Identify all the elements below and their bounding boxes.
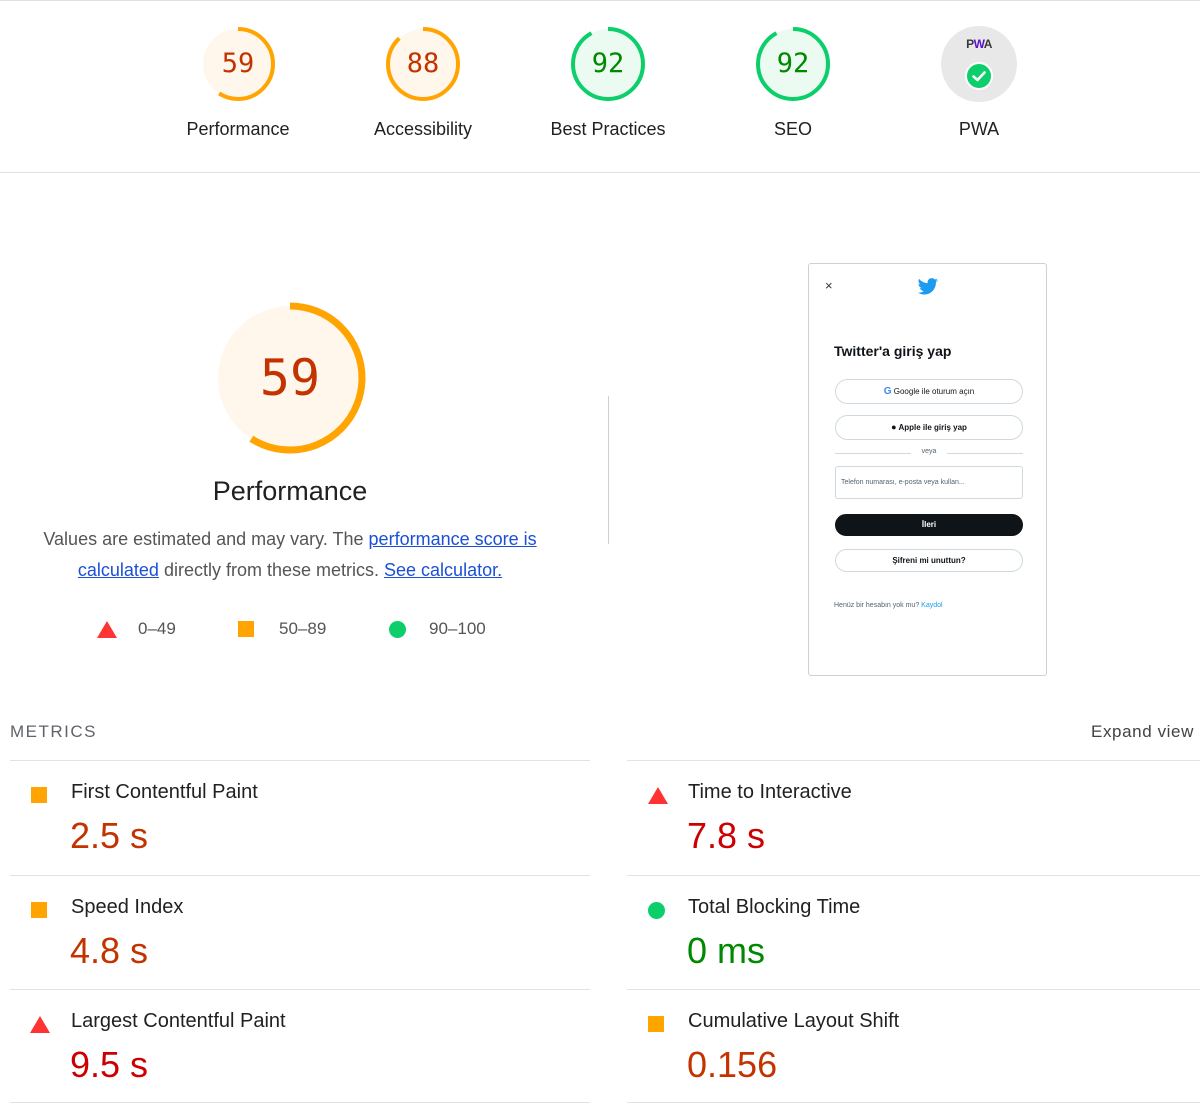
triangle-icon	[97, 621, 117, 638]
username-input: Telefon numarası, e-posta veya kullan...	[835, 466, 1023, 499]
square-icon	[31, 902, 47, 918]
divider	[627, 1102, 1200, 1103]
circle-icon	[648, 902, 665, 919]
score-value: 92	[776, 48, 810, 79]
check-icon	[965, 62, 993, 90]
metric-time-to-interactive: Time to Interactive 7.8 s	[627, 760, 1200, 875]
performance-gauge: 59	[214, 302, 366, 454]
performance-description: Values are estimated and may vary. The p…	[20, 524, 560, 586]
pwa-badge: PWA	[941, 26, 1017, 102]
metric-largest-contentful-paint: Largest Contentful Paint 9.5 s	[10, 989, 590, 1104]
metric-name: First Contentful Paint	[71, 781, 258, 803]
performance-title: Performance	[212, 476, 368, 506]
metric-value: 2.5 s	[70, 815, 149, 856]
or-separator: veya	[835, 448, 1023, 458]
performance-score-link[interactable]: performance score is calculated	[77, 529, 537, 580]
final-screenshot[interactable]: × Twitter'a giriş yap G Google ile oturu…	[808, 263, 1047, 676]
expand-view-toggle[interactable]: Expand view	[1091, 722, 1194, 741]
score-summary-bar: 59 Performance 88 Accessibility 92 Best …	[0, 0, 1200, 173]
forgot-password-button: Şifreni mi unuttun?	[835, 549, 1023, 572]
signup-prompt: Henüz bir hesabın yok mu? Kaydol	[834, 602, 943, 609]
metric-name: Speed Index	[71, 896, 184, 918]
square-icon	[648, 1016, 664, 1032]
metric-total-blocking-time: Total Blocking Time 0 ms	[627, 875, 1200, 990]
score-ring: 59	[199, 25, 277, 103]
legend-range: 0–49	[138, 619, 176, 638]
google-signin-button: G Google ile oturum açın	[835, 379, 1023, 404]
metric-name: Largest Contentful Paint	[71, 1010, 286, 1032]
score-value: 92	[591, 48, 625, 79]
divider	[10, 1102, 590, 1103]
triangle-icon	[30, 1016, 50, 1033]
score-ring: 92	[754, 25, 832, 103]
desc-text: Values are estimated and may vary. The	[43, 529, 369, 549]
gauge-label: Performance	[186, 119, 290, 139]
apple-signin-button: ● Apple ile giriş yap	[835, 415, 1023, 440]
circle-icon	[389, 621, 406, 638]
desc-text: directly from these metrics.	[158, 560, 385, 580]
gauge-label: PWA	[958, 119, 1000, 139]
metric-value: 0 ms	[687, 930, 766, 971]
metric-name: Cumulative Layout Shift	[688, 1010, 900, 1032]
apple-icon: ●	[891, 422, 897, 432]
legend-range: 90–100	[429, 619, 486, 638]
metric-name: Total Blocking Time	[688, 896, 861, 918]
score-ring: 88	[384, 25, 462, 103]
divider	[608, 396, 609, 544]
metric-value: 9.5 s	[70, 1044, 149, 1085]
metric-value: 0.156	[687, 1044, 778, 1085]
metric-name: Time to Interactive	[688, 781, 852, 803]
gauge-pwa[interactable]: PWA PWA	[909, 25, 1049, 140]
square-icon	[238, 621, 254, 637]
gauge-label: SEO	[773, 119, 812, 139]
gauge-label: Best Practices	[550, 119, 666, 139]
gauge-accessibility[interactable]: 88 Accessibility	[353, 25, 493, 140]
see-calculator-link[interactable]: See calculator.	[384, 560, 503, 580]
score-ring: 92	[569, 25, 647, 103]
gauge-best-practices[interactable]: 92 Best Practices	[538, 25, 678, 140]
metric-cumulative-layout-shift: Cumulative Layout Shift 0.156	[627, 989, 1200, 1104]
score-value: 59	[221, 48, 255, 79]
metric-value: 7.8 s	[687, 815, 766, 856]
metric-speed-index: Speed Index 4.8 s	[10, 875, 590, 990]
gauge-seo[interactable]: 92 SEO	[723, 25, 863, 140]
pwa-logo: PWA	[966, 37, 992, 51]
close-icon: ×	[825, 278, 833, 293]
login-title: Twitter'a giriş yap	[834, 343, 952, 359]
square-icon	[31, 787, 47, 803]
triangle-icon	[648, 787, 668, 804]
score-value: 88	[406, 48, 440, 79]
google-icon: G	[883, 386, 892, 397]
next-button: İleri	[835, 514, 1023, 536]
performance-score: 59	[259, 349, 321, 407]
metric-value: 4.8 s	[70, 930, 149, 971]
metric-first-contentful-paint: First Contentful Paint 2.5 s	[10, 760, 590, 875]
gauge-performance[interactable]: 59 Performance	[168, 25, 308, 140]
metrics-heading: METRICS	[10, 722, 97, 741]
gauge-label: Accessibility	[373, 119, 473, 139]
twitter-bird-icon	[917, 278, 938, 295]
legend-range: 50–89	[279, 619, 327, 638]
